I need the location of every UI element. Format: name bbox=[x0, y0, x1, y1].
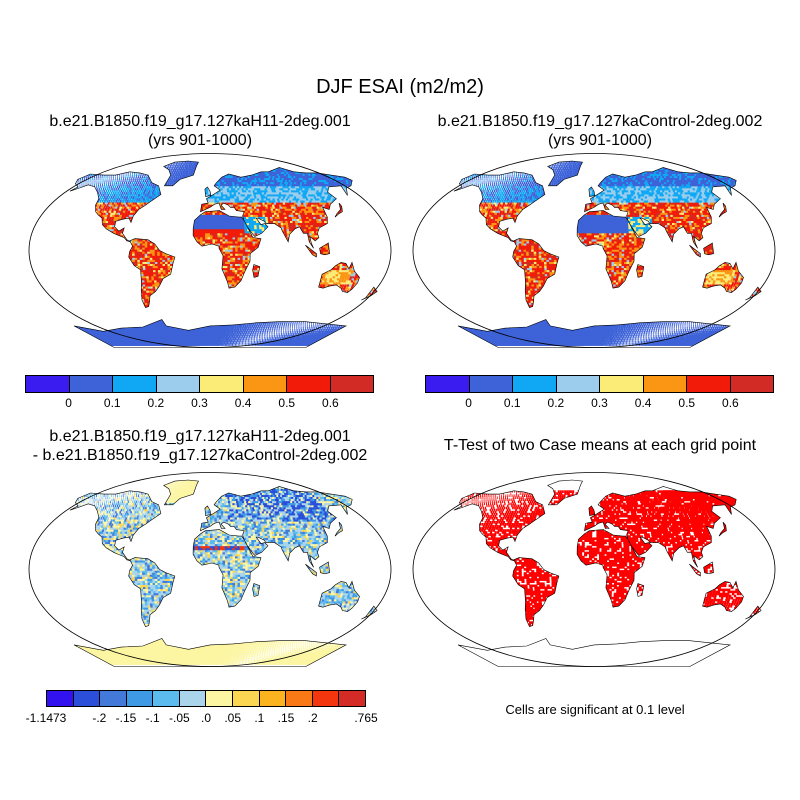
panel-1-title: b.e21.B1850.f19_g17.127kaH11-2deg.001 (y… bbox=[0, 112, 400, 150]
panel-4-title-line1: T-Test of two Case means at each grid po… bbox=[400, 436, 800, 455]
map-panel-control bbox=[412, 153, 776, 348]
colorbar-swatch bbox=[687, 376, 731, 392]
colorbar-difference-labels: -1.1473 -.2 -.15 -.1 -.05 .0 .05 .1 .15 .2 .765 bbox=[26, 711, 378, 727]
panel-2-title-line2: (yrs 901-1000) bbox=[400, 131, 800, 150]
panel-1-title-line1: b.e21.B1850.f19_g17.127kaH11-2deg.001 bbox=[0, 112, 400, 131]
coastline bbox=[69, 479, 378, 667]
colorbar-swatch bbox=[73, 691, 101, 706]
land-cells bbox=[453, 161, 762, 346]
colorbar-swatch bbox=[600, 376, 644, 392]
significance-note: Cells are significant at 0.1 level bbox=[400, 702, 790, 717]
colorbar-tick-label: 0.2 bbox=[548, 396, 565, 410]
colorbar-swatch bbox=[179, 691, 207, 706]
map-border bbox=[412, 472, 776, 667]
colorbar-tick-label: 0.2 bbox=[148, 396, 165, 410]
map-panel-ttest bbox=[412, 472, 776, 667]
colorbar-swatch bbox=[259, 691, 287, 706]
colorbar-swatch bbox=[330, 376, 373, 392]
panel-4-title: T-Test of two Case means at each grid po… bbox=[400, 436, 800, 455]
colorbar-swatch bbox=[113, 376, 157, 392]
map-panel-h11 bbox=[28, 153, 392, 348]
colorbar-swatch bbox=[243, 376, 287, 392]
colorbar-swatch bbox=[513, 376, 557, 392]
colorbar-swatch bbox=[26, 376, 70, 392]
colorbar-swatch bbox=[556, 376, 600, 392]
colorbar-swatch bbox=[286, 691, 313, 706]
colorbar-tick-label: .2 bbox=[308, 711, 318, 725]
colorbar-swatch bbox=[156, 376, 200, 392]
colorbar-tick-label: 0.1 bbox=[504, 396, 521, 410]
colorbar-tick-label: -.2 bbox=[92, 711, 106, 725]
colorbar-field-left bbox=[25, 375, 374, 393]
map-border bbox=[412, 153, 776, 348]
colorbar-tick-label: -.15 bbox=[116, 711, 137, 725]
colorbar-tick-label: 0.6 bbox=[322, 396, 339, 410]
colorbar-swatch bbox=[287, 376, 331, 392]
colorbar-swatch bbox=[730, 376, 773, 392]
map-border bbox=[28, 472, 392, 667]
colorbar-swatch bbox=[426, 376, 470, 392]
colorbar-field-left-labels: 0 0.1 0.2 0.3 0.4 0.5 0.6 bbox=[25, 396, 374, 412]
colorbar-swatch bbox=[126, 691, 154, 706]
panel-3-title: b.e21.B1850.f19_g17.127kaH11-2deg.001 - … bbox=[0, 427, 400, 465]
coastline bbox=[69, 160, 378, 348]
land-cells bbox=[69, 161, 378, 346]
panel-3-title-line2: - b.e21.B1850.f19_g17.127kaControl-2deg.… bbox=[0, 446, 400, 465]
colorbar-swatch bbox=[312, 691, 340, 706]
colorbar-tick-label: 0.6 bbox=[722, 396, 739, 410]
panel-1-title-line2: (yrs 901-1000) bbox=[0, 131, 400, 150]
colorbar-tick-label: .05 bbox=[224, 711, 241, 725]
colorbar-tick-label: .1 bbox=[254, 711, 264, 725]
colorbar-swatch bbox=[153, 691, 180, 706]
land-cells bbox=[69, 480, 378, 665]
colorbar-tick-label: .15 bbox=[278, 711, 295, 725]
coastline bbox=[453, 160, 762, 348]
panel-2-title-line1: b.e21.B1850.f19_g17.127kaControl-2deg.00… bbox=[400, 112, 800, 131]
colorbar-tick-label: 0.1 bbox=[104, 396, 121, 410]
colorbar-tick-label: .0 bbox=[201, 711, 211, 725]
colorbar-tick-label: -1.1473 bbox=[26, 711, 67, 725]
colorbar-field-right-labels: 0 0.1 0.2 0.3 0.4 0.5 0.6 bbox=[425, 396, 774, 412]
main-title: DJF ESAI (m2/m2) bbox=[0, 76, 800, 99]
colorbar-swatch bbox=[643, 376, 687, 392]
colorbar-tick-label: 0.5 bbox=[278, 396, 295, 410]
coastline bbox=[453, 479, 762, 667]
colorbar-tick-label: .765 bbox=[354, 711, 377, 725]
colorbar-tick-label: 0.4 bbox=[635, 396, 652, 410]
map-panel-difference bbox=[28, 472, 392, 667]
colorbar-tick-label: 0.4 bbox=[235, 396, 252, 410]
colorbar-tick-label: 0.3 bbox=[191, 396, 208, 410]
colorbar-swatch bbox=[233, 691, 260, 706]
colorbar-tick-label: -.05 bbox=[169, 711, 190, 725]
colorbar-swatch bbox=[47, 691, 74, 706]
colorbar-swatch bbox=[100, 691, 127, 706]
panel-3-title-line1: b.e21.B1850.f19_g17.127kaH11-2deg.001 bbox=[0, 427, 400, 446]
colorbar-swatch bbox=[339, 691, 365, 706]
colorbar-swatch bbox=[206, 691, 234, 706]
colorbar-tick-label: -.1 bbox=[146, 711, 160, 725]
colorbar-difference bbox=[46, 690, 366, 707]
map-border bbox=[28, 153, 392, 348]
colorbar-tick-label: 0 bbox=[465, 396, 472, 410]
colorbar-field-right bbox=[425, 375, 774, 393]
panel-2-title: b.e21.B1850.f19_g17.127kaControl-2deg.00… bbox=[400, 112, 800, 150]
colorbar-tick-label: 0 bbox=[65, 396, 72, 410]
colorbar-swatch bbox=[469, 376, 513, 392]
colorbar-swatch bbox=[69, 376, 113, 392]
colorbar-tick-label: 0.3 bbox=[591, 396, 608, 410]
colorbar-tick-label: 0.5 bbox=[678, 396, 695, 410]
colorbar-swatch bbox=[200, 376, 244, 392]
